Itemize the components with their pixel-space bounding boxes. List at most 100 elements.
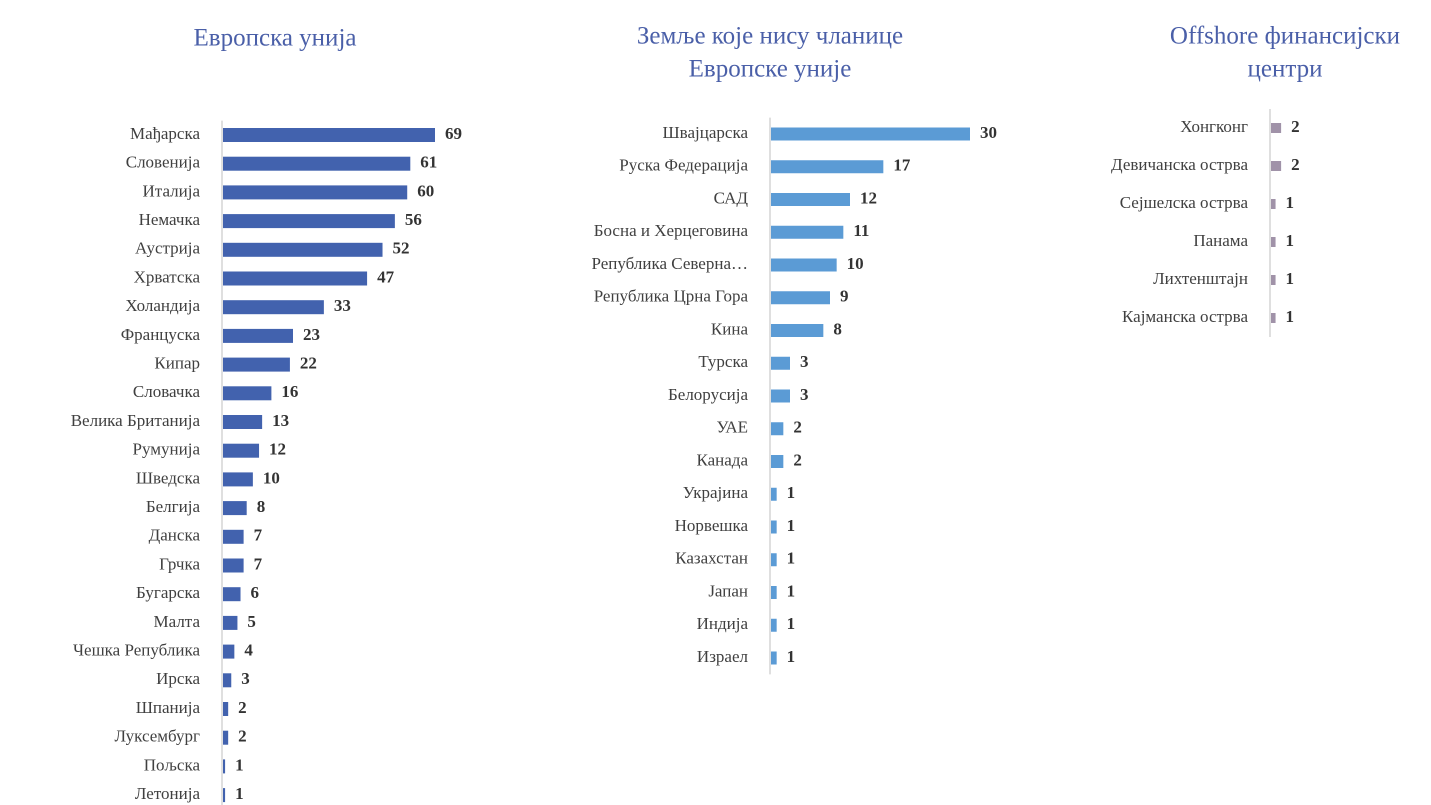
- bar: [223, 156, 411, 171]
- bar: [223, 587, 241, 602]
- value-label: 9: [840, 287, 849, 306]
- bar: [223, 300, 324, 315]
- category-label: Кајманска острва: [1122, 307, 1248, 326]
- bar: [771, 520, 777, 534]
- bar: [223, 615, 238, 630]
- bar: [771, 487, 777, 501]
- category-label: Република Црна Гора: [594, 287, 749, 306]
- category-label: Румунија: [133, 440, 201, 459]
- category-label: Белгија: [146, 497, 201, 516]
- bar: [771, 258, 837, 272]
- category-label: Кипар: [154, 354, 200, 373]
- value-label: 30: [980, 123, 997, 142]
- category-label: Украјина: [683, 483, 749, 502]
- bar: [223, 386, 272, 401]
- bar: [771, 422, 784, 436]
- category-label: Руска Федерација: [619, 156, 748, 175]
- bar: [771, 160, 884, 174]
- category-label: Јапан: [708, 581, 748, 600]
- value-label: 7: [254, 554, 263, 573]
- bar: [223, 501, 247, 516]
- chart-title: Offshore финансијски: [1170, 23, 1400, 50]
- bar: [1271, 275, 1276, 285]
- bar: [1271, 237, 1276, 247]
- category-label: Босна и Херцеговина: [594, 221, 749, 240]
- value-label: 56: [405, 210, 422, 229]
- bar: [223, 128, 435, 142]
- category-label: Швајцарска: [663, 123, 749, 142]
- value-label: 13: [272, 411, 289, 430]
- bar: [771, 553, 777, 567]
- value-label: 12: [860, 188, 877, 207]
- value-label: 4: [244, 641, 253, 660]
- category-label: УАЕ: [717, 418, 748, 437]
- category-label: Кина: [711, 319, 749, 338]
- bar: [223, 328, 293, 343]
- value-label: 2: [238, 727, 247, 746]
- bar: [223, 357, 290, 372]
- value-label: 60: [417, 181, 434, 200]
- category-label: Република Северна…: [592, 254, 748, 273]
- bar: [1271, 313, 1276, 323]
- category-label: Мађарска: [130, 124, 200, 143]
- category-label: САД: [714, 188, 749, 207]
- value-label: 52: [393, 239, 410, 258]
- bar: [771, 586, 777, 599]
- bar: [771, 127, 970, 141]
- category-label: Девичанска острва: [1111, 155, 1248, 174]
- bar: [771, 356, 790, 370]
- value-label: 1: [787, 483, 796, 502]
- category-label: Данска: [149, 526, 201, 545]
- bar: [223, 788, 226, 803]
- bar: [771, 193, 850, 206]
- bar: [1271, 199, 1276, 209]
- category-label: Казахстан: [675, 549, 748, 568]
- bar: [223, 730, 229, 745]
- value-label: 1: [235, 784, 244, 803]
- value-label: 1: [787, 516, 796, 535]
- bar: [771, 455, 784, 468]
- value-label: 8: [833, 319, 842, 338]
- category-label: Словенија: [126, 153, 201, 172]
- chart-title: центри: [1248, 56, 1323, 83]
- bar: [1271, 161, 1282, 171]
- value-label: 61: [420, 153, 437, 172]
- category-label: Хрватска: [134, 267, 201, 286]
- value-label: 1: [1286, 269, 1295, 288]
- bar: [771, 389, 790, 403]
- value-label: 1: [787, 549, 796, 568]
- bar: [223, 702, 229, 716]
- value-label: 12: [269, 440, 286, 459]
- bar: [223, 185, 408, 200]
- bar: [223, 472, 253, 487]
- category-label: Летонија: [135, 784, 201, 803]
- bar: [771, 651, 777, 665]
- value-label: 47: [377, 267, 395, 286]
- value-label: 1: [1286, 307, 1295, 326]
- category-label: Пољска: [144, 755, 201, 774]
- category-label: Израел: [697, 647, 749, 666]
- value-label: 33: [334, 296, 351, 315]
- bar: [223, 673, 232, 688]
- value-label: 17: [893, 156, 911, 175]
- value-label: 1: [787, 647, 796, 666]
- bar: [771, 291, 830, 305]
- value-label: 22: [300, 354, 317, 373]
- value-label: 6: [251, 583, 259, 602]
- category-label: Индија: [697, 614, 749, 633]
- value-label: 5: [247, 612, 256, 631]
- bar: [223, 242, 383, 257]
- category-label: Малта: [154, 612, 201, 631]
- category-label: Чешка Република: [73, 641, 200, 660]
- value-label: 23: [303, 325, 320, 344]
- bar: [223, 529, 244, 544]
- category-label: Панама: [1193, 231, 1248, 250]
- category-label: Турска: [698, 352, 748, 371]
- category-label: Француска: [121, 325, 201, 344]
- chart-title: Земље које нису чланице: [637, 23, 903, 50]
- bar: [771, 225, 844, 239]
- category-label: Ирска: [156, 669, 200, 688]
- value-label: 2: [793, 418, 802, 437]
- value-label: 16: [281, 382, 298, 401]
- bar: [771, 618, 777, 632]
